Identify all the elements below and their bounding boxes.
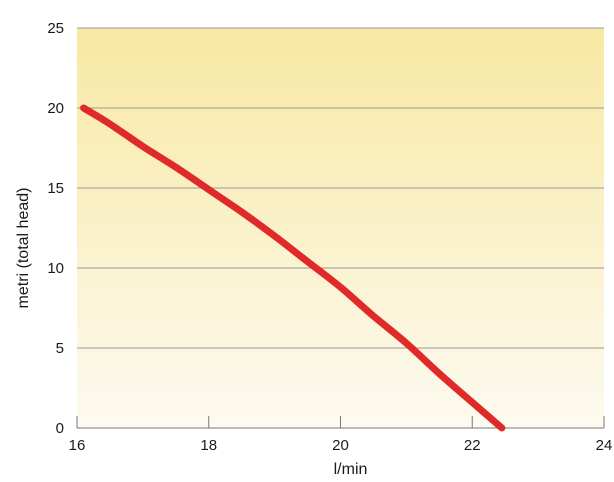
x-tick-label: 18 (200, 437, 217, 454)
y-tick-labels: 0 5 10 15 20 25 (47, 20, 64, 437)
y-tick-label: 20 (47, 100, 64, 117)
y-tick-label: 0 (56, 420, 64, 437)
x-tick-label: 22 (464, 437, 481, 454)
x-tick-label: 24 (596, 437, 613, 454)
series-line (80, 104, 506, 432)
gridlines (77, 27, 604, 349)
x-axis-label: l/min (334, 461, 368, 478)
y-axis-label: metri (total head) (15, 188, 32, 309)
x-tick-label: 16 (69, 437, 86, 454)
x-tick-label: 20 (332, 437, 349, 454)
y-tick-label: 10 (47, 260, 64, 277)
y-tick-label: 5 (56, 340, 64, 357)
axes (76, 416, 605, 429)
plot-background (77, 28, 604, 428)
y-tick-label: 25 (47, 20, 64, 37)
y-tick-label: 15 (47, 180, 64, 197)
x-tick-labels: 16 18 20 22 24 (69, 437, 613, 454)
series-group (80, 104, 506, 432)
